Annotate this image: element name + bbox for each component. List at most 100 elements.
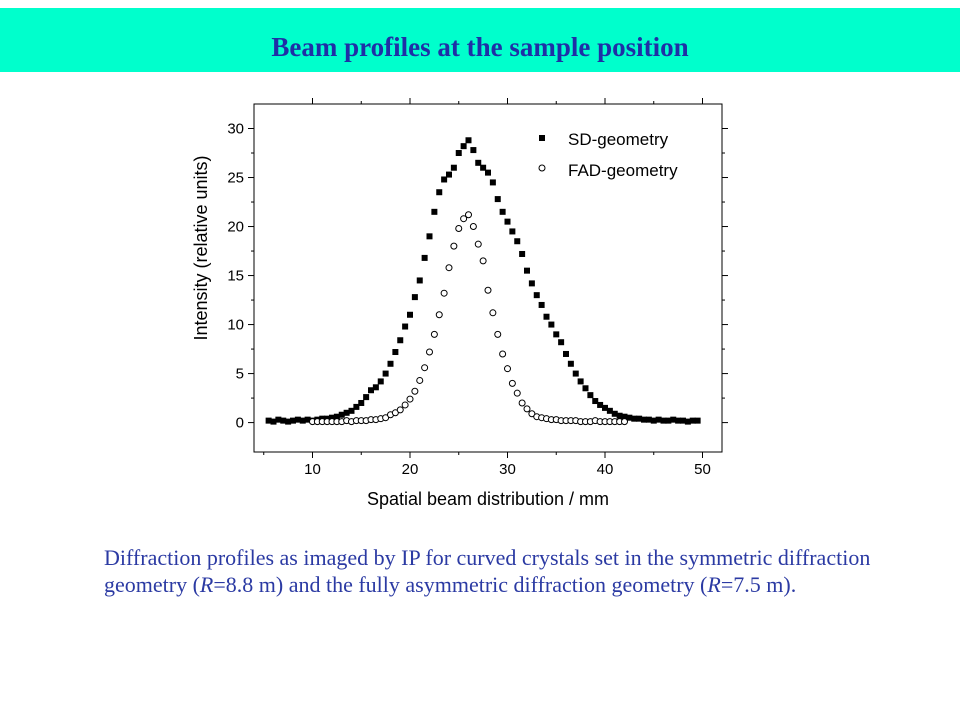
sd-data-point [592,398,599,405]
sd-data-point [275,416,282,423]
legend: SD-geometry FAD-geometry [538,130,678,180]
sd-data-point [372,384,379,391]
sd-data-point [436,189,443,196]
sd-data-point [645,416,652,423]
series-fad-geometry [309,211,628,426]
fad-data-point [440,289,448,297]
sd-data-point [358,399,365,406]
caption-r-symbol-2: R [707,572,721,597]
sd-data-point [426,233,433,240]
legend-label-sd: SD-geometry [568,130,669,149]
caption-text-1: Diffraction profiles as imaged by IP for… [104,545,871,597]
sd-data-point [392,349,399,356]
sd-data-point [602,404,608,411]
sd-data-point [616,412,623,419]
x-axis: 10 20 30 40 50 [263,98,711,478]
sd-data-point [553,331,560,338]
fad-data-point [426,348,433,356]
fad-data-point [504,365,511,373]
legend-label-fad: FAD-geometry [568,161,678,180]
x-axis-label: Spatial beam distribution / mm [367,489,609,509]
y-tick-label: 30 [227,121,244,138]
fad-data-point [455,224,463,232]
title-bar [0,8,960,72]
sd-data-point [363,394,370,401]
sd-data-point [485,169,491,176]
x-tick-label: 10 [304,461,321,478]
sd-data-point [353,403,360,410]
sd-data-point [431,208,438,215]
sd-data-point [665,417,672,424]
sd-data-point [558,339,565,346]
fad-data-point [465,211,472,219]
sd-data-point [407,311,413,318]
sd-data-point [538,301,545,308]
sd-data-point [441,176,448,183]
sd-data-point [543,313,550,320]
sd-data-point [650,417,657,424]
sd-data-point [631,415,638,422]
sd-data-point [465,137,472,144]
sd-data-point [675,417,682,424]
sd-data-point [450,164,457,171]
fad-data-point [460,215,468,223]
sd-data-point [402,323,409,330]
sd-data-point [519,250,526,257]
fad-data-point [489,309,497,317]
sd-data-point [689,417,696,424]
sd-data-point [475,159,482,166]
sd-data-point [387,360,394,367]
sd-data-point [294,416,301,423]
sd-data-point [397,337,404,344]
caption-text-3: =7.5 m). [720,572,797,597]
fad-data-point [479,257,487,265]
sd-data-point [533,292,540,299]
sd-data-point [290,417,296,424]
sd-data-point [636,415,643,422]
sd-data-point [660,417,667,424]
sd-data-point [460,143,467,150]
sd-data-point [563,350,569,357]
fad-data-point [445,264,453,272]
series-sd-geometry [265,137,701,425]
plot-border [253,103,723,453]
fad-data-point [484,286,492,294]
sd-data-point [285,418,292,425]
sd-data-point [577,378,584,385]
sd-data-point [528,280,535,287]
sd-data-point [377,378,384,385]
sd-data-point [582,385,589,392]
y-tick-label: 5 [236,366,244,383]
fad-data-point [411,387,419,395]
sd-data-point [572,370,579,377]
fad-data-point [421,364,429,372]
x-tick-label: 50 [694,461,711,478]
legend-marker-fad [538,164,546,172]
figure-caption: Diffraction profiles as imaged by IP for… [104,544,884,598]
sd-data-point [641,416,647,423]
caption-text-2: =8.8 m) and the fully asymmetric diffrac… [213,572,708,597]
x-tick-label: 40 [597,461,614,478]
sd-data-point [329,414,335,421]
sd-data-point [597,401,604,408]
y-tick-label: 25 [227,170,244,187]
sd-data-point [382,370,389,377]
sd-data-point [470,147,477,154]
page-title: Beam profiles at the sample position [271,32,689,62]
sd-data-point [509,228,516,235]
caption-r-symbol-1: R [199,572,214,597]
fad-data-point [450,242,458,250]
fad-data-point [621,418,628,426]
fad-data-point [508,379,516,387]
sd-data-point [606,407,613,414]
sd-data-point [499,208,506,215]
sd-data-point [446,171,452,178]
fad-data-point [499,350,507,358]
sd-data-point [489,179,496,186]
fad-data-point [435,311,443,319]
sd-data-point [494,196,501,203]
fad-data-point [523,405,531,413]
legend-marker-sd [539,135,545,141]
y-axis-label: Intensity (relative units) [191,155,211,340]
sd-data-point [514,238,521,245]
